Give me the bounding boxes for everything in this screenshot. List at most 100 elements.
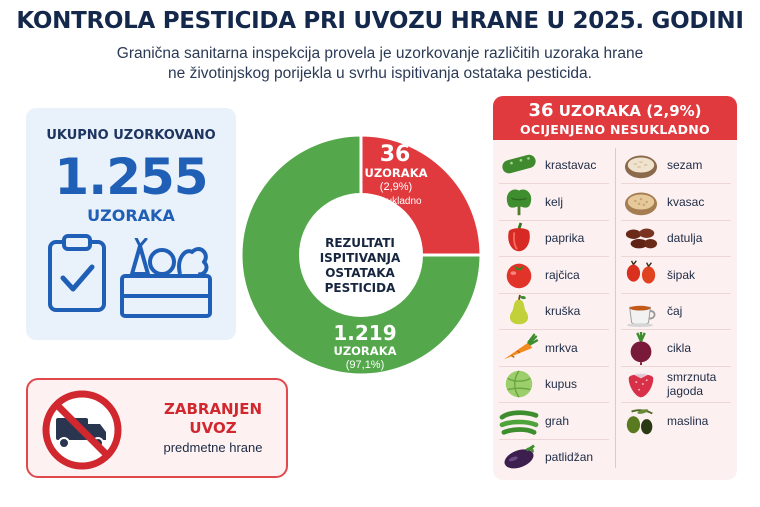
pie-center-line-3: OSTATAKA — [325, 266, 395, 280]
list-item-right-0: sezam — [615, 148, 737, 184]
ban-subtitle: predmetne hrane — [163, 440, 263, 455]
no-truck-icon — [42, 390, 122, 470]
list-separator — [499, 438, 609, 440]
page-subtitle: Granična sanitarna inspekcija provela je… — [60, 44, 700, 84]
list-item-label: čaj — [667, 304, 683, 318]
compliant-label: sukladno — [343, 373, 387, 385]
pie-center-line-4: PESTICIDA — [324, 281, 396, 295]
tomato-icon — [506, 263, 532, 288]
list-separator — [499, 402, 609, 403]
vegetable-crate-icon — [120, 238, 212, 318]
results-pie-chart — [239, 133, 483, 377]
list-item-right-2: datulja — [615, 221, 737, 257]
noncompliant-list-panel: 36 UZORAKA (2,9%) OCIJENJENO NESUKLADNO … — [493, 96, 737, 480]
olive-icon — [626, 408, 653, 434]
total-samples-card: UKUPNO UZORKOVANO 1.255 UZORAKA — [26, 108, 236, 340]
list-separator — [621, 292, 731, 294]
list-item-right-5: cikla — [615, 331, 737, 367]
list-separator — [499, 183, 609, 184]
strawberry-icon — [628, 372, 654, 398]
import-ban-card: ZABRANJEN UVOZ predmetne hrane — [26, 378, 288, 478]
page-title: KONTROLA PESTICIDA PRI UVOZU HRANE U 202… — [16, 8, 744, 34]
compliant-percent: (97,1%) — [345, 359, 385, 371]
dates-icon — [625, 228, 658, 249]
noncompliant-percent: (2,9%) — [379, 181, 413, 193]
column-divider — [615, 148, 616, 468]
pie-slice-compliant — [239, 133, 483, 377]
list-separator — [499, 219, 609, 221]
beetroot-icon — [630, 331, 652, 365]
list-item-left-1: kelj — [493, 185, 615, 221]
noncompliant-unit: UZORAKA — [364, 166, 428, 180]
list-item-left-4: kruška — [493, 294, 615, 330]
cabbage-icon — [505, 370, 533, 398]
compliant-number: 1.219 — [333, 321, 397, 345]
total-unit: UZORAKA — [87, 206, 175, 225]
list-header-line-1: 36 UZORAKA (2,9%) — [493, 96, 737, 121]
ban-title-line-1: ZABRANJEN — [163, 400, 262, 418]
list-item-label: krastavac — [545, 158, 597, 172]
list-separator — [499, 256, 609, 257]
ban-title-line-2: UVOZ — [189, 419, 237, 437]
subtitle-line-1: Granična sanitarna inspekcija provela je… — [116, 45, 644, 62]
list-item-label: kupus — [545, 377, 578, 391]
list-item-left-7: grah — [493, 404, 615, 440]
beans-icon — [499, 409, 539, 435]
list-item-label: sezam — [667, 158, 703, 172]
list-separator — [621, 402, 731, 403]
list-item-label: grah — [545, 413, 570, 428]
list-separator — [499, 329, 609, 330]
total-label: UKUPNO UZORKOVANO — [46, 128, 216, 143]
list-item-left-2: paprika — [493, 221, 615, 257]
kale-icon — [506, 189, 532, 215]
list-separator — [621, 183, 731, 184]
pie-center-label: REZULTATI ISPITIVANJA OSTATAKA PESTICIDA — [305, 236, 415, 296]
list-item-label: patlidžan — [545, 450, 594, 464]
noncompliant-number: 36 — [379, 142, 411, 167]
list-item-label: kvasac — [667, 194, 705, 209]
list-item-right-7: maslina — [615, 404, 737, 440]
list-item-left-3: rajčica — [493, 258, 615, 294]
yeast-icon — [624, 192, 658, 215]
pepper-icon — [508, 222, 530, 252]
eggplant-icon — [504, 444, 535, 469]
list-item-right-3: šipak — [615, 258, 737, 294]
compliant-unit: UZORAKA — [333, 344, 397, 358]
ban-title: ZABRANJEN UVOZ — [148, 400, 278, 438]
list-item-label: maslina — [667, 413, 709, 428]
list-header-rest: UZORAKA (2,9%) — [558, 102, 702, 120]
list-item-left-8: patlidžan — [493, 440, 615, 476]
list-item-right-4: čaj — [615, 294, 737, 330]
clipboard-icon — [48, 234, 106, 312]
pie-center-line-2: ISPITIVANJA — [319, 251, 401, 265]
list-separator — [499, 365, 609, 367]
list-separator — [499, 292, 609, 294]
subtitle-line-2: ne životinjskog porijekla u svrhu ispiti… — [168, 65, 592, 82]
list-item-label: paprika — [545, 231, 585, 245]
list-item-label: rajčica — [545, 267, 580, 282]
list-item-label: šipak — [667, 267, 696, 282]
list-item-label: datulja — [667, 231, 703, 245]
list-item-label: smrznuta jagoda — [667, 370, 717, 398]
list-item-label: kruška — [545, 304, 581, 318]
list-item-left-5: mrkva — [493, 331, 615, 367]
list-separator — [621, 256, 731, 257]
list-separator — [621, 329, 731, 330]
carrot-icon — [503, 333, 539, 359]
pear-icon — [509, 294, 529, 325]
sesame-icon — [624, 155, 658, 179]
pie-center-line-1: REZULTATI — [325, 236, 395, 250]
list-item-right-1: kvasac — [615, 185, 737, 221]
rosehip-icon — [626, 259, 656, 283]
list-separator — [621, 219, 731, 221]
cucumber-icon — [502, 154, 536, 174]
tea-icon — [626, 305, 656, 328]
noncompliant-label: nesukladno — [370, 196, 422, 207]
list-item-left-0: krastavac — [493, 148, 615, 184]
total-number: 1.255 — [54, 148, 208, 206]
list-item-left-6: kupus — [493, 367, 615, 403]
list-header-line-2: OCIJENJENO NESUKLADNO — [520, 122, 710, 137]
list-header: 36 UZORAKA (2,9%) OCIJENJENO NESUKLADNO — [493, 96, 737, 140]
list-header-number: 36 — [528, 100, 554, 121]
list-separator — [621, 365, 731, 367]
